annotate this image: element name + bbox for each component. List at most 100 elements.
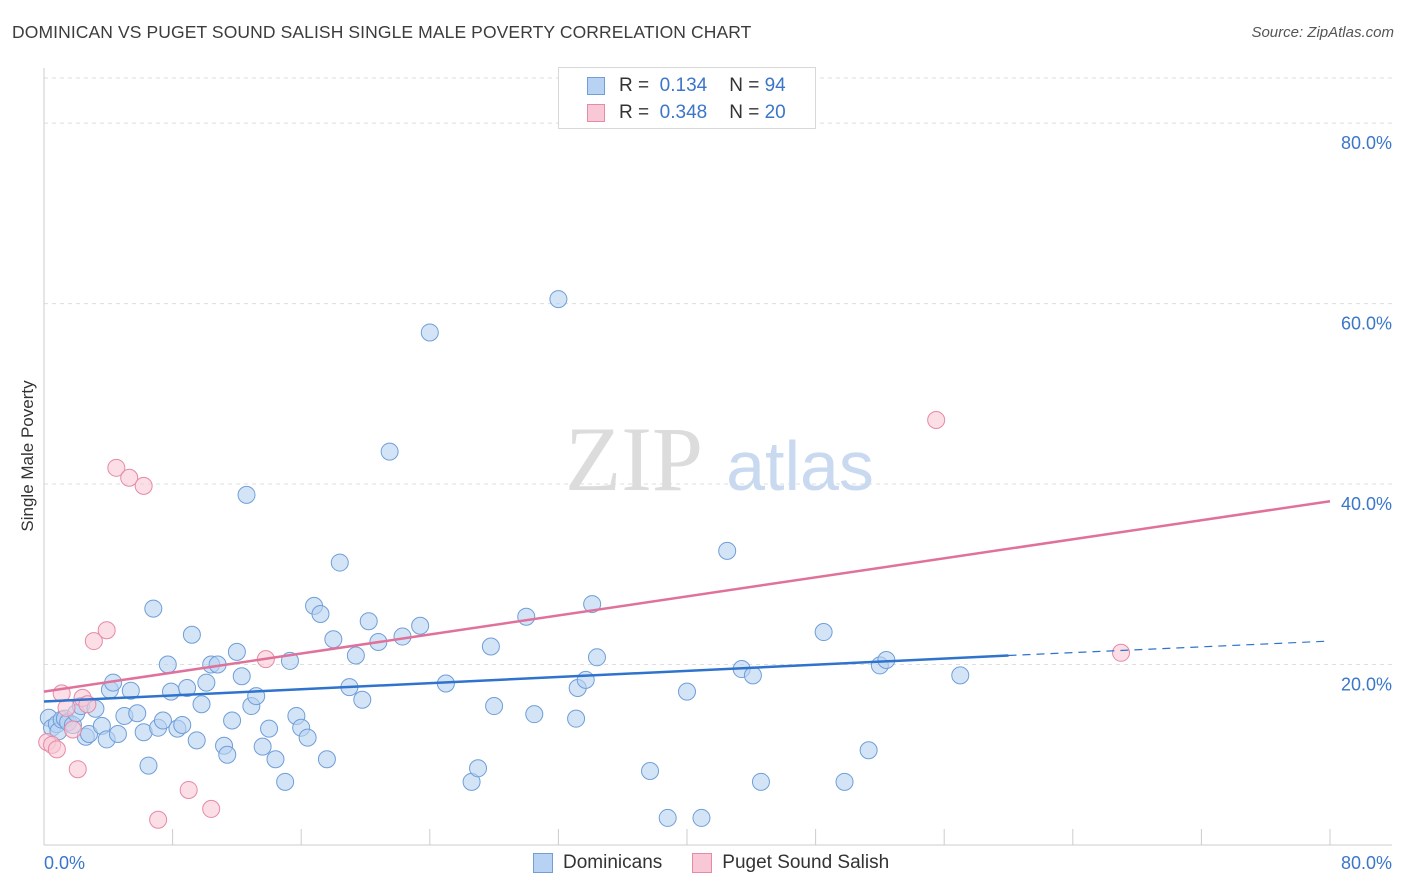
legend-r-value: 0.348	[659, 102, 708, 123]
point-dominicans[interactable]	[161, 682, 180, 701]
point-dominicans[interactable]	[158, 655, 177, 674]
point-dominicans[interactable]	[144, 599, 163, 618]
point-dominicans[interactable]	[951, 666, 970, 685]
point-dominicans[interactable]	[517, 607, 536, 626]
y-tick-label: 20.0%	[1341, 675, 1392, 695]
point-dominicans[interactable]	[253, 737, 272, 756]
y-tick-label: 80.0%	[1341, 133, 1392, 153]
legend-swatch-puget-sound-salish	[587, 104, 605, 122]
point-dominicans[interactable]	[485, 697, 504, 716]
trend-line-dominicans	[43, 654, 1009, 703]
legend-r-value: 0.134	[659, 75, 708, 96]
point-puget-sound-salish[interactable]	[202, 799, 221, 818]
point-puget-sound-salish[interactable]	[63, 720, 82, 739]
point-dominicans[interactable]	[576, 670, 595, 689]
point-dominicans[interactable]	[658, 808, 677, 827]
trend-lines	[43, 499, 1331, 703]
point-dominicans[interactable]	[587, 648, 606, 667]
swatch-puget-sound-salish	[692, 853, 713, 873]
point-dominicans[interactable]	[583, 595, 602, 614]
point-dominicans[interactable]	[197, 673, 216, 692]
series-legend-dominicans[interactable]: Dominicans	[533, 852, 662, 874]
point-dominicans[interactable]	[266, 750, 285, 769]
legend-r-label: R =	[619, 102, 650, 123]
point-dominicans[interactable]	[814, 623, 833, 642]
point-dominicans[interactable]	[232, 667, 251, 686]
point-puget-sound-salish[interactable]	[1112, 643, 1131, 662]
legend-swatch-dominicans	[587, 77, 605, 95]
legend-n-value: 20	[764, 102, 786, 123]
point-puget-sound-salish[interactable]	[68, 760, 87, 779]
point-dominicans[interactable]	[311, 604, 330, 623]
point-dominicans[interactable]	[353, 690, 372, 709]
point-dominicans[interactable]	[469, 759, 488, 778]
series-legend-puget-sound-salish[interactable]: Puget Sound Salish	[692, 852, 889, 874]
legend-r-label: R =	[619, 75, 650, 96]
point-dominicans[interactable]	[641, 762, 660, 781]
axes	[43, 68, 1392, 846]
point-dominicans[interactable]	[139, 756, 158, 775]
tick-labels: 20.0% 40.0% 60.0% 80.0% 0.0% 80.0%	[44, 133, 1392, 873]
legend-n-label: N =	[729, 102, 760, 123]
point-dominicans[interactable]	[182, 625, 201, 644]
point-puget-sound-salish[interactable]	[179, 780, 198, 799]
point-puget-sound-salish[interactable]	[84, 632, 103, 651]
point-dominicans[interactable]	[481, 637, 500, 656]
point-dominicans[interactable]	[128, 704, 147, 723]
point-puget-sound-salish[interactable]	[107, 458, 126, 477]
y-tick-label: 60.0%	[1341, 314, 1392, 334]
point-puget-sound-salish[interactable]	[927, 410, 946, 429]
point-dominicans[interactable]	[178, 678, 197, 697]
point-puget-sound-salish[interactable]	[120, 468, 139, 487]
point-puget-sound-salish[interactable]	[97, 621, 116, 640]
point-dominicans[interactable]	[743, 666, 762, 685]
series-legend-label: Puget Sound Salish	[722, 852, 890, 873]
legend-n-label: N =	[729, 75, 760, 96]
point-dominicans[interactable]	[380, 442, 399, 461]
point-dominicans[interactable]	[218, 745, 237, 764]
point-dominicans[interactable]	[751, 772, 770, 791]
legend-row-puget-sound-salish: R = 0.348 N = 20	[587, 101, 786, 125]
point-dominicans[interactable]	[276, 772, 295, 791]
point-dominicans[interactable]	[346, 646, 365, 665]
point-dominicans[interactable]	[678, 682, 696, 701]
point-dominicans[interactable]	[718, 541, 737, 560]
point-dominicans[interactable]	[567, 709, 586, 728]
point-dominicans[interactable]	[223, 711, 242, 730]
point-dominicans[interactable]	[692, 808, 711, 827]
point-dominicans[interactable]	[108, 725, 127, 744]
series-legend: Dominicans Puget Sound Salish	[533, 852, 919, 874]
point-dominicans[interactable]	[260, 719, 279, 738]
stats-legend: R = 0.134 N = 94 R = 0.348 N = 20	[558, 67, 816, 129]
point-dominicans[interactable]	[317, 750, 336, 769]
point-dominicans[interactable]	[187, 731, 206, 750]
point-dominicans[interactable]	[121, 681, 140, 700]
point-dominicans[interactable]	[330, 553, 349, 572]
x-tick-label: 0.0%	[44, 853, 85, 873]
trend-line-puget-sound-salish	[43, 499, 1331, 693]
watermark-atlas: atlas	[726, 427, 874, 505]
point-dominicans[interactable]	[835, 772, 854, 791]
swatch-dominicans	[533, 853, 553, 873]
y-tick-label: 40.0%	[1341, 494, 1392, 514]
point-dominicans[interactable]	[153, 711, 172, 730]
point-puget-sound-salish[interactable]	[134, 476, 153, 495]
grid-lines	[44, 77, 1392, 666]
point-dominicans[interactable]	[324, 630, 343, 649]
point-dominicans[interactable]	[192, 695, 211, 714]
point-dominicans[interactable]	[237, 485, 256, 504]
data-points	[38, 290, 1131, 829]
point-puget-sound-salish[interactable]	[149, 810, 168, 829]
point-dominicans[interactable]	[411, 616, 430, 635]
point-dominicans[interactable]	[359, 612, 378, 631]
point-dominicans[interactable]	[549, 290, 568, 309]
point-dominicans[interactable]	[298, 728, 317, 747]
chart-title: DOMINICAN VS PUGET SOUND SALISH SINGLE M…	[12, 22, 752, 42]
point-puget-sound-salish[interactable]	[47, 740, 66, 759]
point-dominicans[interactable]	[525, 705, 544, 724]
point-dominicans[interactable]	[173, 715, 192, 734]
point-dominicans[interactable]	[227, 642, 246, 661]
point-dominicans[interactable]	[420, 323, 439, 342]
point-dominicans[interactable]	[859, 741, 878, 760]
